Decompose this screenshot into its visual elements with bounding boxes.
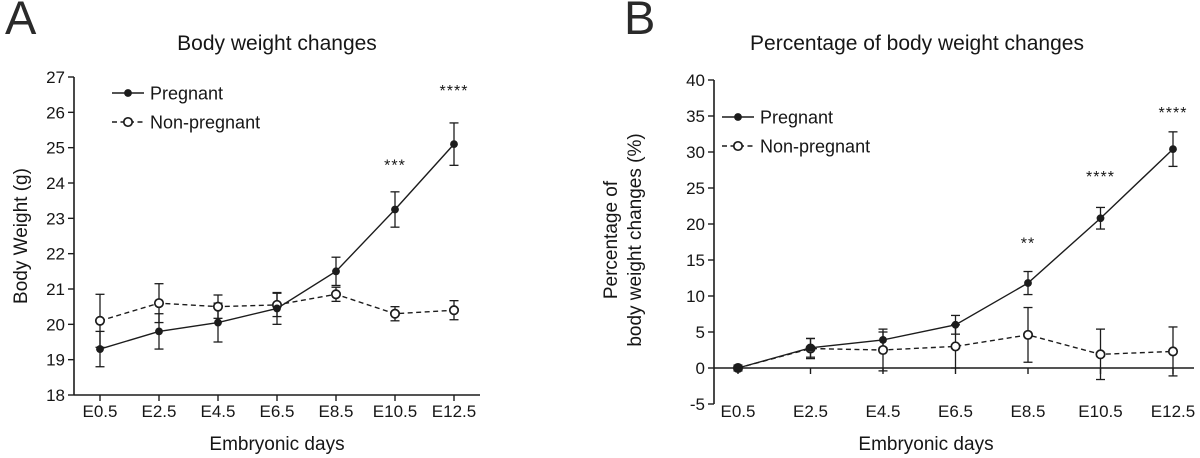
data-point-open [212,301,224,312]
data-point-open [1095,349,1106,360]
significance-annotation: **** [1159,105,1188,122]
data-point-filled [1096,214,1105,223]
data-point-open [330,289,342,300]
y-tick-label: 20 [686,215,705,234]
legend-label: Non-pregnant [760,137,870,157]
legend-item-pregnant: Pregnant [112,84,223,104]
significance-annotation: *** [384,157,406,174]
y-axis-title: Percentage of body weight changes (%) [601,133,646,346]
y-tick-label: 27 [46,68,65,87]
x-tick-label: E6.5 [938,402,973,421]
y-tick-label: 25 [686,179,705,198]
data-point-filled [155,327,163,336]
data-point-open [1167,346,1179,357]
y-axis-title: Body Weight (g) [11,168,32,304]
data-point-open [389,308,401,319]
panel-a: A Body weight changes 18 19 20 21 22 23 24 25 26 2… [5,0,480,455]
significance-annotation: **** [1086,169,1115,186]
y-tick-label: 20 [46,315,65,334]
y-tick-label: 30 [686,143,705,162]
data-point-filled [391,205,399,214]
x-tick-label: E12.5 [432,402,476,421]
data-point-filled [214,318,222,327]
legend-marker-open [122,116,134,128]
significance-annotation: ** [1021,235,1035,252]
data-point-filled [1024,279,1032,287]
data-point-open [153,298,165,309]
x-tick-label: E10.5 [1078,402,1122,421]
y-tick-label: -5 [690,395,705,414]
panel-b: B Percentage of body weight changes -5 0 5 1… [600,0,1200,458]
x-tick-label: E8.5 [1011,402,1046,421]
data-point-filled [734,364,742,372]
data-point-open [448,305,460,316]
legend-marker-filled [734,113,742,121]
x-axis-title: Embryonic days [209,434,344,455]
y-tick-label: 19 [46,351,65,370]
data-point-open [950,341,961,352]
y-tick-label: 10 [686,287,705,306]
x-tick-label: E2.5 [142,402,177,421]
y-tick-label: 15 [686,251,705,270]
data-point-filled [332,267,340,276]
legend-label: Non-pregnant [150,113,260,133]
chart-title: Percentage of body weight changes [750,32,1084,55]
x-tick-label: E8.5 [319,402,354,421]
significance-annotation: **** [440,83,469,100]
panel-b-letter: B [624,0,656,44]
x-tick-label: E2.5 [793,402,828,421]
legend-label: Pregnant [150,84,223,104]
x-axis-title: Embryonic days [858,434,993,455]
y-tick-label: 25 [46,139,65,158]
x-tick-label: E12.5 [1151,402,1195,421]
x-tick-label: E4.5 [201,402,236,421]
y-tick-label: 5 [696,323,705,342]
data-point-open [1022,329,1034,340]
y-tick-label: 23 [46,209,65,228]
chart-percentage-body-weight: Percentage of body weight changes -5 0 5 10 1… [601,32,1195,455]
legend-label: Pregnant [760,108,833,128]
data-point-filled [273,304,281,313]
x-tick-label: E0.5 [721,402,756,421]
y-tick-label: 26 [46,103,65,122]
x-tick-label: E6.5 [260,402,295,421]
data-point-filled [806,343,815,352]
data-point-filled [1169,145,1177,154]
data-point-filled [879,336,887,344]
data-point-open [877,344,889,356]
data-point-filled [96,345,104,353]
y-tick-label: 40 [686,71,705,90]
legend-item-non-pregnant: Non-pregnant [112,113,260,133]
chart-body-weight: Body weight changes 18 19 20 21 22 23 24 25 26 27 E… [11,32,480,455]
legend-marker-filled [124,89,132,97]
y-tick-label: 24 [46,174,65,193]
legend-item-pregnant: Pregnant [722,108,833,128]
data-point-open [94,315,106,326]
data-point-filled [450,140,458,149]
y-tick-label: 22 [46,245,65,264]
panel-a-letter: A [5,0,37,44]
y-tick-label: 0 [696,359,705,378]
y-tick-label: 21 [46,280,65,299]
legend-item-non-pregnant: Non-pregnant [722,137,870,157]
legend-marker-open [732,140,744,152]
y-tick-label: 35 [686,107,705,126]
x-tick-label: E0.5 [83,402,118,421]
x-tick-label: E10.5 [373,402,417,421]
x-tick-label: E4.5 [866,402,901,421]
y-tick-label: 18 [46,386,65,405]
data-point-filled [951,320,960,329]
chart-title: Body weight changes [177,32,377,55]
